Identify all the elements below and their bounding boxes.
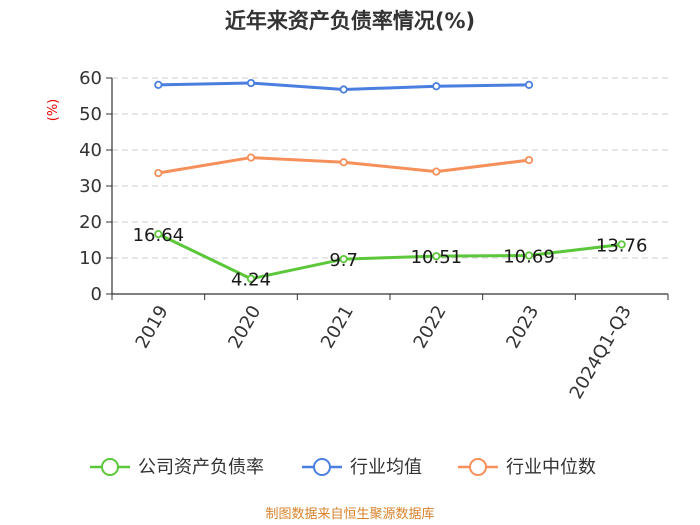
legend-label: 公司资产负债率: [138, 457, 264, 478]
source-note: 制图数据来自恒生聚源数据库: [265, 506, 434, 522]
x-tick-label: 2021: [317, 302, 358, 352]
x-tick-label: 2023: [502, 302, 543, 352]
y-tick-label: 50: [79, 104, 102, 125]
data-point: [524, 251, 534, 260]
legend[interactable]: 公司资产负债率 行业均值 行业中位数: [90, 457, 596, 478]
data-point: [339, 254, 348, 264]
chart-title: 近年来资产负债率情况(%): [225, 9, 475, 33]
data-point: [339, 85, 348, 94]
y-tick-label: 40: [79, 140, 102, 161]
data-point: [432, 167, 441, 176]
legend-label: 行业均值: [350, 457, 422, 478]
x-tick-label: 2019: [132, 302, 173, 352]
data-point: [432, 82, 441, 91]
y-tick-label: 10: [79, 248, 102, 269]
y-tick-label: 60: [79, 68, 102, 89]
data-label: 16.64: [133, 225, 185, 246]
legend-marker: [469, 458, 487, 476]
data-point: [524, 155, 534, 165]
series-line: [157, 232, 622, 281]
legend-label: 行业中位数: [506, 457, 596, 478]
legend-item[interactable]: 行业均值: [302, 457, 422, 478]
data-point: [246, 153, 256, 162]
data-point: [432, 252, 441, 261]
data-point: [154, 80, 163, 89]
data-label: 13.76: [596, 235, 648, 256]
x-tick-label: 2024Q1-Q3: [566, 302, 636, 403]
data-point: [617, 240, 626, 249]
data-point: [246, 78, 256, 88]
data-point: [524, 80, 534, 89]
legend-item[interactable]: 公司资产负债率: [90, 457, 264, 478]
data-label: 4.24: [231, 270, 271, 291]
data-label: 10.69: [503, 247, 555, 268]
legend-marker: [101, 458, 119, 476]
legend-marker: [313, 458, 331, 476]
x-tick-label: 2022: [410, 302, 451, 352]
data-point: [154, 229, 163, 239]
grid-lines: [112, 77, 668, 259]
data-point: [339, 158, 348, 167]
y-tick-label: 20: [79, 212, 102, 233]
data-label: 10.51: [411, 247, 463, 268]
y-tick-label: 30: [79, 176, 102, 197]
data-point: [246, 274, 256, 283]
data-label: 9.7: [329, 250, 358, 271]
data-point: [154, 168, 163, 178]
data-labels: 16.64 4.24 9.7 10.51 10.69 13.76: [133, 225, 648, 291]
legend-item[interactable]: 行业中位数: [458, 457, 596, 478]
y-axis-unit: (%): [46, 99, 61, 122]
series-layer: [154, 78, 626, 283]
y-tick-label: 0: [91, 284, 102, 305]
x-tick-label: 2020: [224, 302, 265, 352]
